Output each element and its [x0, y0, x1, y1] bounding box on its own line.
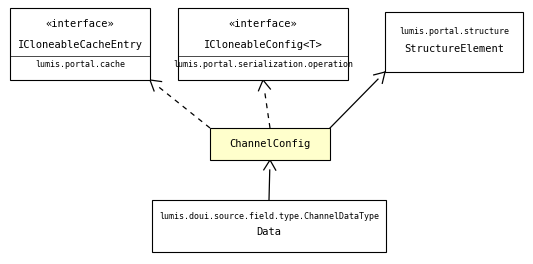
Text: ICloneableConfig<T>: ICloneableConfig<T>: [204, 40, 322, 50]
Text: ICloneableCacheEntry: ICloneableCacheEntry: [18, 40, 142, 50]
Bar: [10, 8, 150, 80]
Text: lumis.portal.structure: lumis.portal.structure: [399, 27, 509, 36]
Bar: [152, 200, 386, 252]
Bar: [385, 12, 523, 72]
Bar: [210, 128, 330, 160]
Text: lumis.portal.cache: lumis.portal.cache: [35, 60, 125, 69]
Text: Data: Data: [256, 227, 281, 237]
Text: lumis.portal.serialization.operation: lumis.portal.serialization.operation: [173, 60, 353, 69]
Text: lumis.doui.source.field.type.ChannelDataType: lumis.doui.source.field.type.ChannelData…: [159, 212, 379, 221]
Text: «interface»: «interface»: [46, 19, 115, 29]
Text: ChannelConfig: ChannelConfig: [229, 139, 311, 149]
Text: StructureElement: StructureElement: [404, 44, 504, 54]
Bar: [178, 8, 348, 80]
Text: «interface»: «interface»: [229, 19, 297, 29]
